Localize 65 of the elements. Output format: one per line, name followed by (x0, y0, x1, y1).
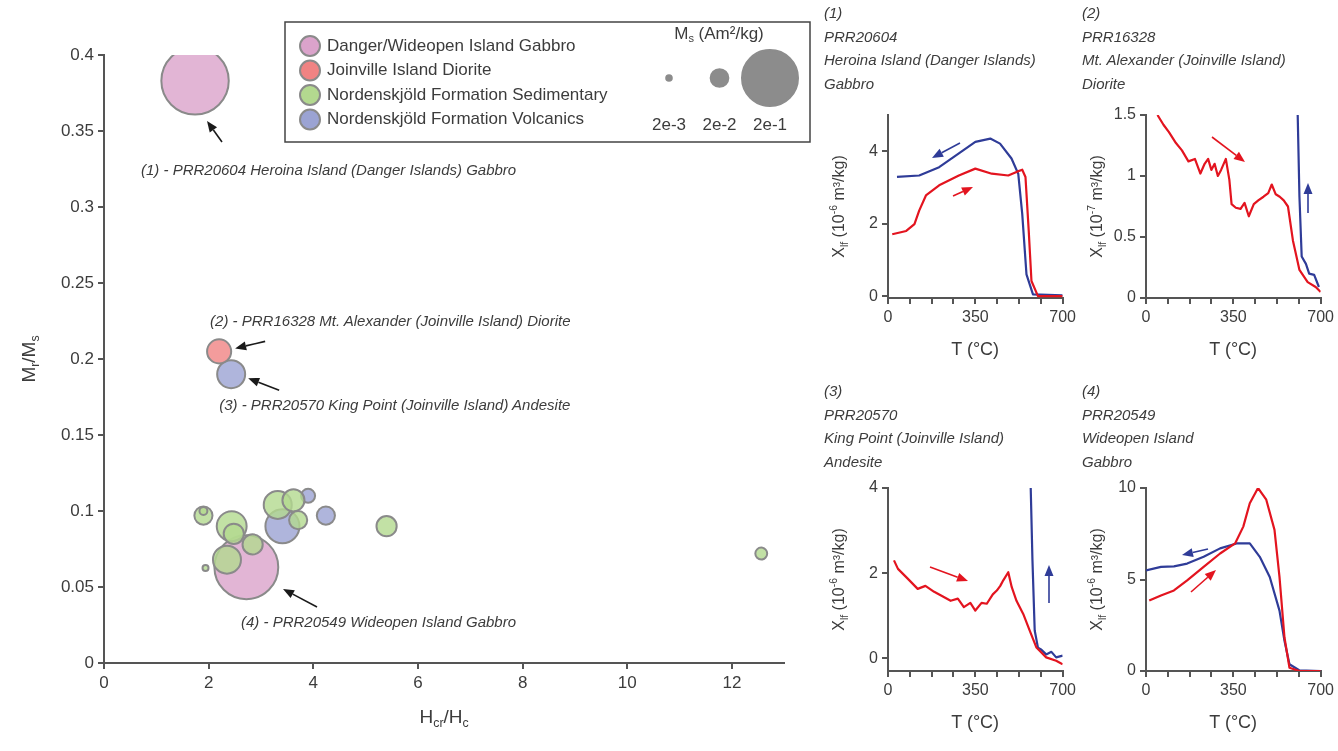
x-axis-title: T (°C) (951, 338, 1000, 359)
y-tick-label: 0.3 (70, 196, 94, 216)
y-axis-title: Xlf (10-7 m³/kg) (1086, 155, 1108, 258)
chart-title: (2) PRR16328 Mt. Alexander (Joinville Island) Diorite (1082, 4, 1286, 92)
annotation: (1) - PRR20604 Heroina Island (Danger Islands) Gabbro (141, 161, 517, 179)
x-tick-label: 0 (883, 681, 893, 699)
y-axis-title: Mr/Ms (18, 335, 43, 383)
y-tick-label: 0 (1127, 661, 1137, 679)
legend-label: 2e-2 (702, 114, 737, 134)
y-tick-label: 0.15 (60, 424, 94, 444)
x-tick-label: 12 (722, 672, 742, 692)
x-tick-label: 0 (1141, 681, 1151, 699)
y-tick-label: 2 (869, 214, 879, 232)
x-axis-title: T (°C) (1209, 711, 1258, 732)
y-tick-label: 10 (1118, 478, 1137, 496)
y-axis-title: Xlf (10-6 m³/kg) (1086, 528, 1108, 631)
y-tick-label: 0 (84, 652, 94, 672)
x-tick-label: 350 (1219, 681, 1247, 699)
y-tick-label: 0.1 (70, 500, 94, 520)
x-tick-label: 700 (1049, 308, 1077, 326)
x-tick-label: 10 (617, 672, 637, 692)
annotation: (4) - PRR20549 Wideopen Island Gabbro (241, 613, 517, 631)
y-tick-label: 0.2 (70, 348, 94, 368)
x-tick-label: 0 (1141, 308, 1151, 326)
x-tick-label: 8 (517, 672, 528, 692)
y-axis-title: Xlf (10-6 m³/kg) (828, 528, 850, 631)
x-tick-label: 350 (1219, 308, 1247, 326)
y-axis-title: Xlf (10-6 m³/kg) (828, 155, 850, 258)
x-axis-title: T (°C) (951, 711, 1000, 732)
y-tick-label: 4 (869, 141, 879, 159)
y-tick-label: 1.5 (1113, 105, 1137, 123)
y-tick-label: 5 (1127, 569, 1137, 587)
chart-title: (1) PRR20604 Heroina Island (Danger Islands) Gabbro (824, 4, 1036, 92)
y-tick-label: 2 (869, 563, 879, 581)
x-tick-label: 0 (883, 308, 893, 326)
y-tick-label: 0.25 (60, 272, 94, 292)
x-tick-label: 700 (1307, 681, 1335, 699)
legend-label: Joinville Island Diorite (327, 60, 492, 80)
y-tick-label: 1 (1127, 166, 1137, 184)
x-tick-label: 700 (1307, 308, 1335, 326)
y-tick-label: 0.4 (70, 44, 94, 64)
annotation: (2) - PRR16328 Mt. Alexander (Joinville Island) Diorite (210, 311, 571, 329)
y-tick-label: 0.5 (1113, 227, 1137, 245)
y-tick-label: 4 (869, 478, 879, 496)
x-tick-label: 2 (203, 672, 214, 692)
x-tick-label: 0 (99, 672, 109, 692)
y-tick-label: 0 (1127, 288, 1137, 306)
legend-label: Danger/Wideopen Island Gabbro (327, 35, 576, 55)
y-tick-label: 0.05 (60, 576, 94, 596)
legend-label: Nordenskjöld Formation Volcanics (327, 109, 585, 129)
x-tick-label: 4 (308, 672, 319, 692)
legend-label: Nordenskjöld Formation Sedimentary (327, 84, 609, 104)
x-tick-label: 350 (961, 681, 989, 699)
y-tick-label: 0 (869, 286, 879, 304)
x-tick-label: 6 (413, 672, 423, 692)
annotation: (3) - PRR20570 King Point (Joinville Island) Andesite (219, 396, 571, 414)
x-tick-label: 350 (961, 308, 989, 326)
legend-label: 2e-1 (752, 114, 788, 134)
x-tick-label: 700 (1049, 681, 1077, 699)
y-tick-label: 0.35 (60, 120, 94, 140)
legend-label: 2e-3 (651, 114, 687, 134)
y-tick-label: 0 (869, 648, 879, 666)
chart-title: (3) PRR20570 King Point (Joinville Island) Andesite (823, 382, 1005, 470)
chart-title: (4) PRR20549 Wideopen Island Gabbro (1082, 382, 1195, 470)
x-axis-title: T (°C) (1209, 338, 1258, 359)
